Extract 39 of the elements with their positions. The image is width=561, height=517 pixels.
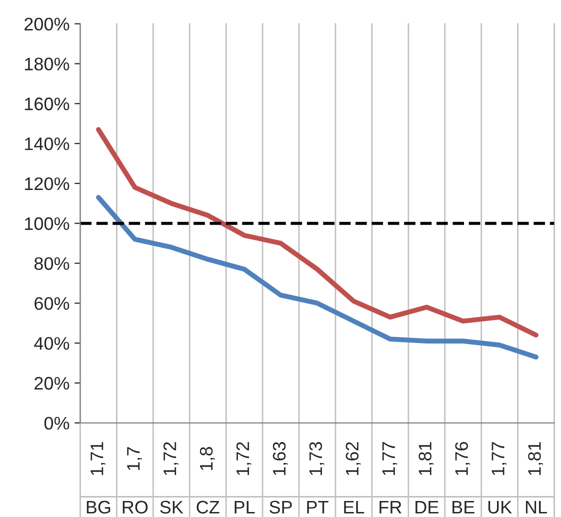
y-tick-label: 0% (44, 416, 70, 430)
x-tick-label: DE (416, 500, 438, 514)
x-tick-label: RO (122, 500, 148, 514)
x-tick-label: BE (452, 500, 474, 514)
text: 1,72 (163, 442, 178, 476)
text: 1,7 (127, 447, 142, 470)
line-series (96, 194, 538, 360)
text: 1,8 (200, 447, 215, 470)
text: 1,77 (382, 442, 398, 476)
x-tick-label: PL (234, 500, 255, 514)
x-tick-label: UK (488, 500, 512, 514)
line-series (96, 127, 538, 338)
text: 1,81 (528, 442, 544, 476)
x-tick-label: EL (344, 500, 364, 514)
y-tick-label: 60% (34, 297, 70, 310)
x-tick-label: FR (380, 500, 402, 514)
x-tick-label: SP (270, 500, 292, 514)
x-tick-label: NL (526, 500, 547, 514)
y-tick-label: 200% (24, 18, 70, 30)
text: 1,71 (90, 442, 106, 476)
y-tick-label: 20% (34, 376, 70, 390)
text: 1,62 (346, 442, 361, 476)
y-tick-label: 120% (25, 177, 70, 190)
y-tick-label: 140% (25, 137, 70, 150)
text: 1,63 (272, 442, 288, 476)
x-tick-label: CZ (196, 500, 220, 514)
text: 1,72 (236, 442, 252, 476)
text: 1,73 (309, 442, 324, 476)
text: 1,76 (455, 442, 470, 476)
x-tick-label: PT (307, 500, 328, 514)
y-tick-label: 180% (25, 58, 70, 70)
x-tick-label: SK (160, 500, 184, 514)
y-tick-label: 160% (25, 98, 70, 110)
y-tick-label: 100% (25, 217, 70, 230)
y-tick-label: 80% (34, 257, 70, 270)
x-tick-label: BG (86, 500, 110, 514)
text: 1,81 (418, 442, 434, 476)
y-tick-label: 40% (34, 337, 70, 350)
text: 1,77 (492, 442, 507, 476)
